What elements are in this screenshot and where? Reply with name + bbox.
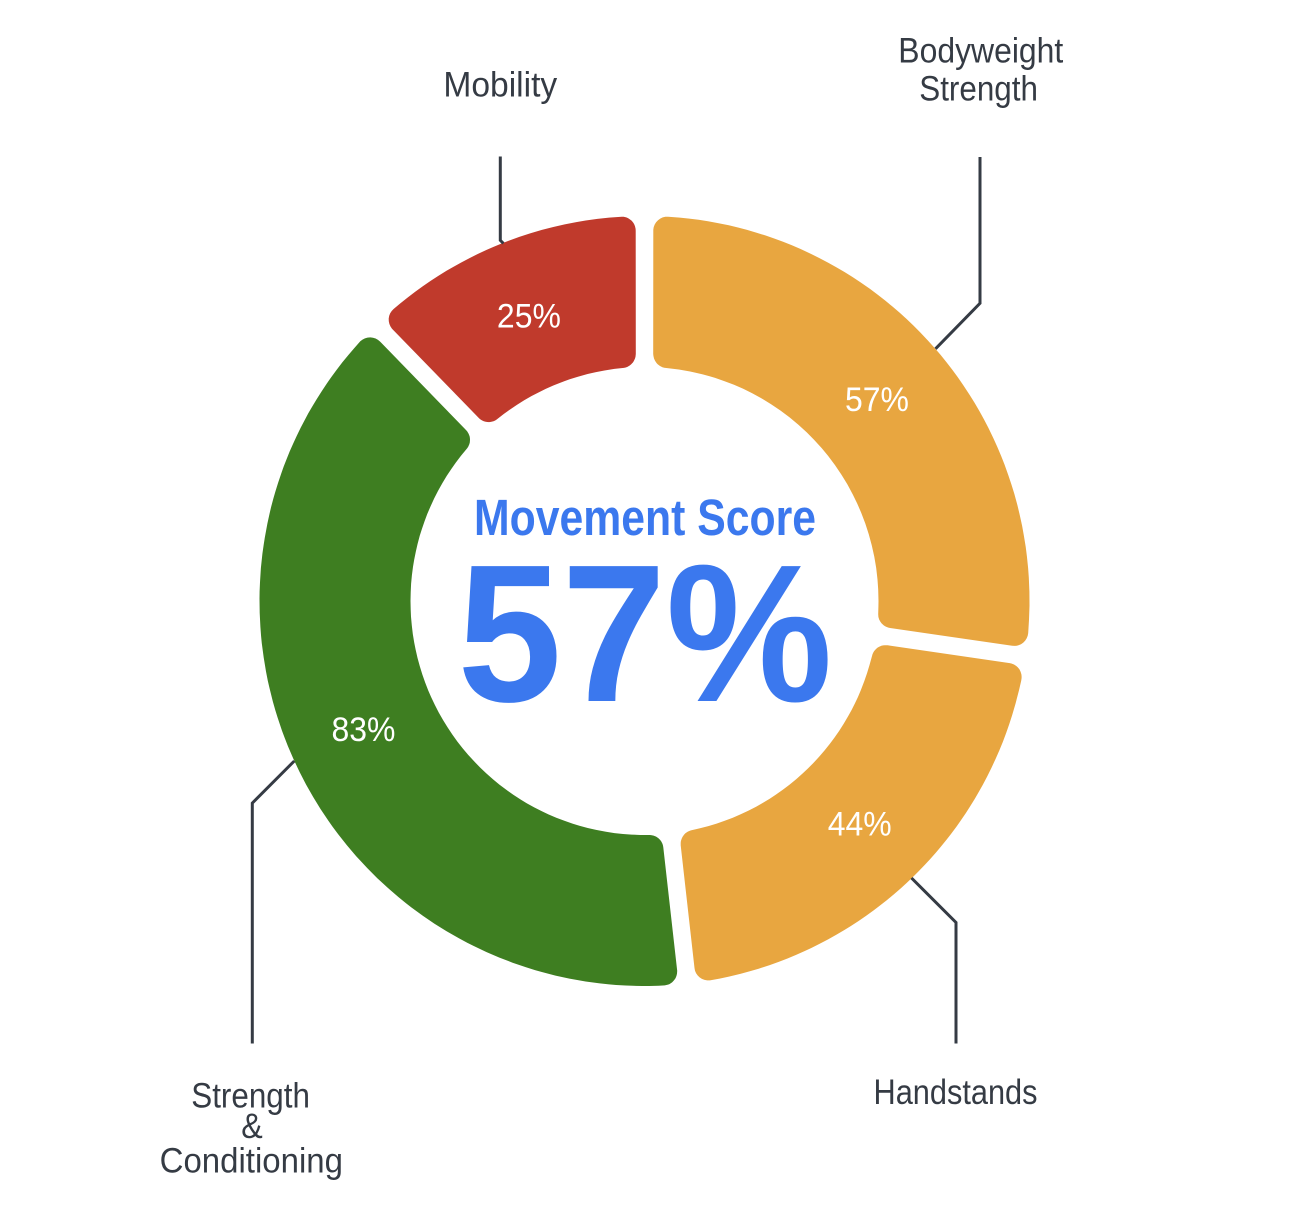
svg-text:57%: 57% — [845, 380, 909, 418]
svg-text:Strength: Strength — [191, 1077, 310, 1116]
svg-text:83%: 83% — [332, 710, 396, 748]
svg-text:Mobility: Mobility — [443, 66, 558, 105]
svg-text:Conditioning: Conditioning — [160, 1142, 343, 1181]
svg-text:Movement Score: Movement Score — [474, 488, 816, 545]
svg-text:&: & — [241, 1108, 262, 1147]
svg-text:57%: 57% — [458, 523, 833, 743]
svg-text:Handstands: Handstands — [874, 1072, 1038, 1111]
svg-text:Strength: Strength — [919, 70, 1038, 109]
svg-text:Bodyweight: Bodyweight — [898, 32, 1064, 71]
svg-text:44%: 44% — [828, 804, 892, 842]
svg-text:25%: 25% — [497, 296, 561, 334]
